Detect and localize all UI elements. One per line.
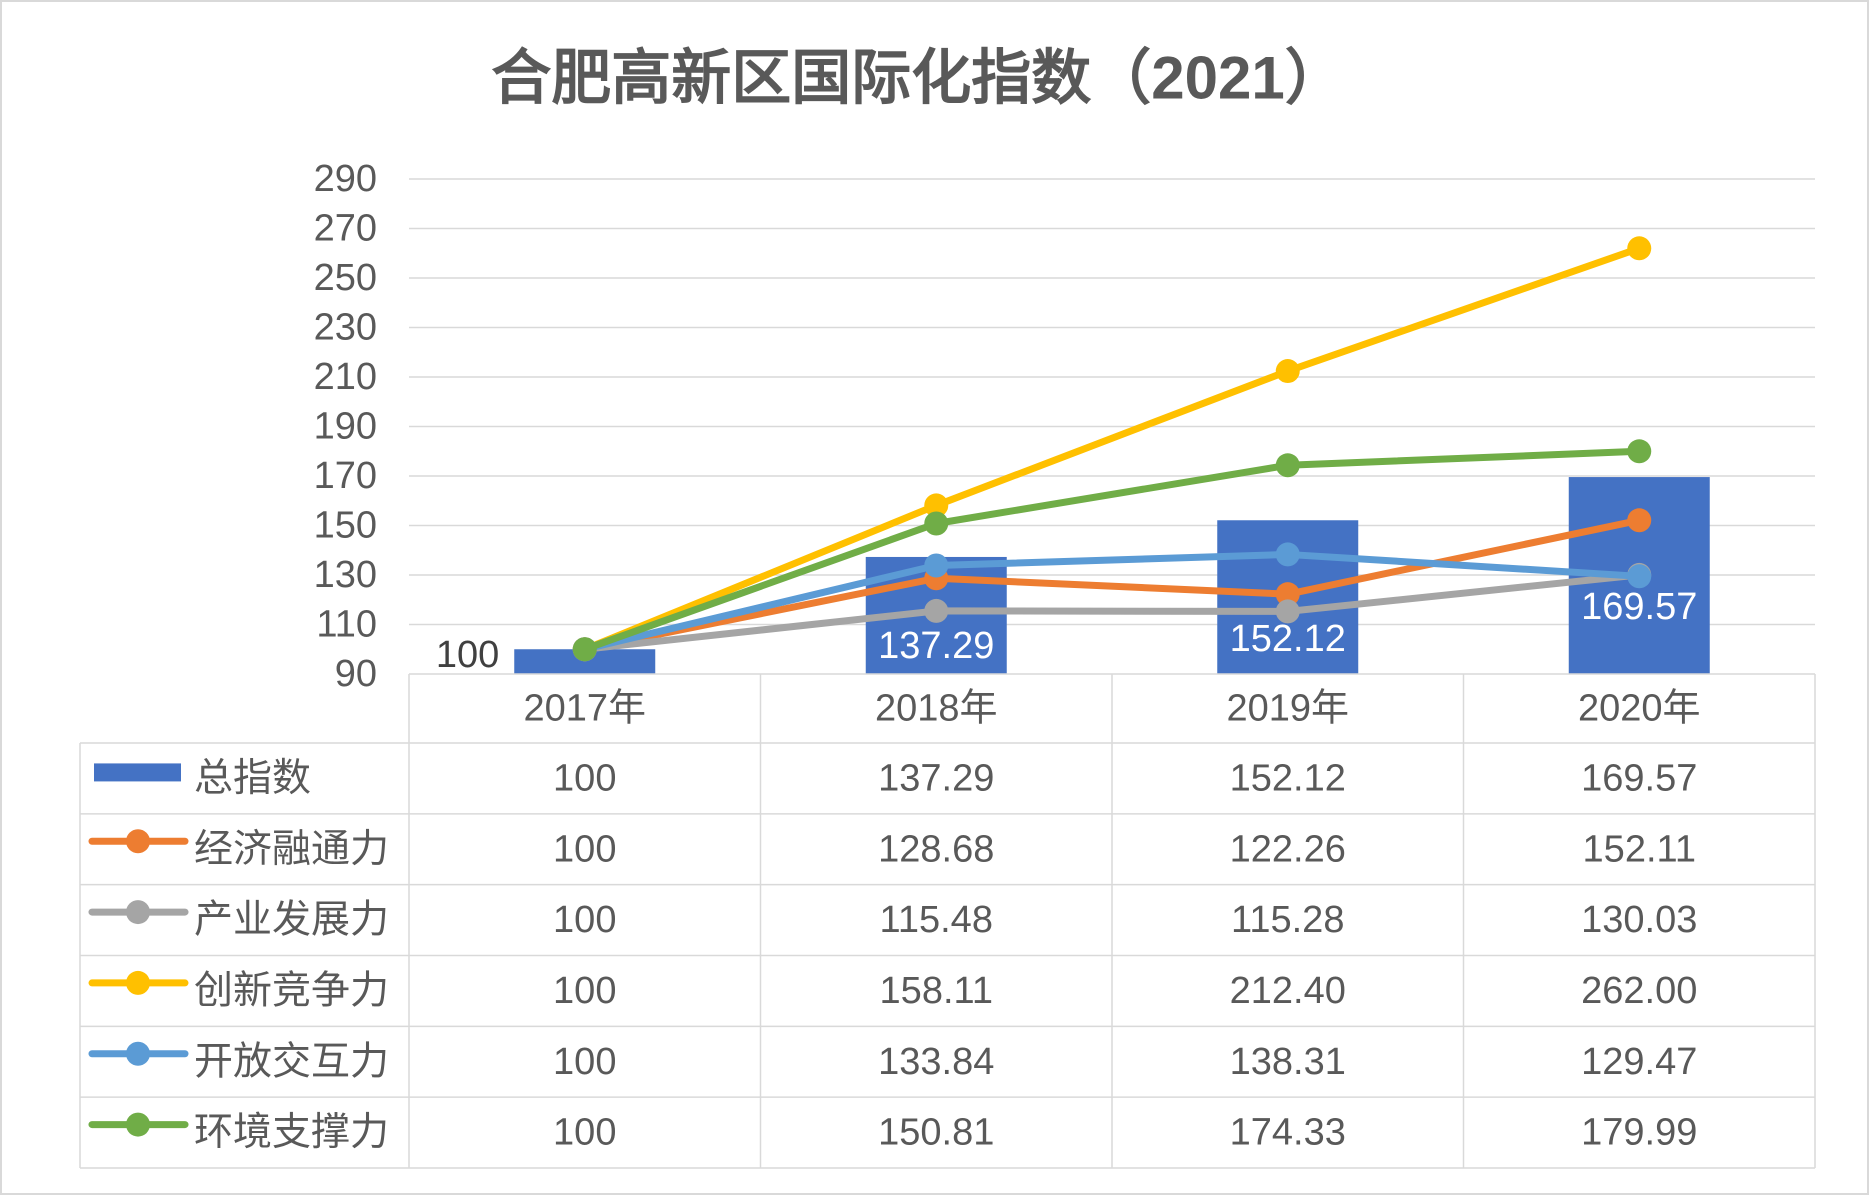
table-row-label: 创新竞争力: [194, 969, 389, 1012]
table-row-label: 经济融通力: [194, 828, 389, 871]
series-line: [581, 550, 1643, 653]
line-series: [572, 236, 1652, 662]
table-cell: 128.68: [878, 828, 994, 870]
y-axis-tick-labels: 290 270 250 230 210 190 170 150 130 110 90: [314, 158, 377, 695]
bar-value-labels: 100 137.29 152.12 169.57: [436, 586, 1698, 676]
table-header-cell: 2017年: [523, 688, 646, 730]
line-marker: [1627, 564, 1652, 589]
table-cell: 174.33: [1230, 1112, 1346, 1154]
line-marker: [1275, 599, 1300, 624]
line-marker: [924, 598, 949, 623]
legend-key-marker: [126, 900, 150, 925]
series-line: [581, 516, 1643, 653]
table-row-label: 环境支撑力: [194, 1111, 389, 1154]
table-cell: 130.03: [1581, 899, 1697, 941]
bar-value-label: 100: [436, 634, 499, 676]
y-tick-label: 230: [314, 307, 377, 349]
table-header-cell: 2018年: [875, 688, 998, 730]
series-line: [581, 447, 1643, 653]
line-marker: [1627, 236, 1652, 261]
y-tick-label: 290: [314, 158, 377, 200]
table-row: 环境支撑力 100 150.81 174.33 179.99: [88, 1111, 1697, 1154]
y-tick-label: 170: [314, 455, 377, 497]
bar-value-label: 137.29: [878, 625, 994, 667]
table-cell: 152.11: [1583, 828, 1696, 870]
line-marker: [924, 493, 949, 518]
line-marker: [1275, 542, 1300, 567]
table-header-cell: 2019年: [1226, 688, 1349, 730]
legend-key-marker: [126, 1112, 150, 1137]
line-series: [572, 439, 1652, 662]
table-row: 创新竞争力 100 158.11 212.40 262.00: [88, 969, 1697, 1012]
y-tick-label: 90: [335, 653, 377, 695]
table-cell: 100: [553, 757, 616, 799]
y-tick-label: 190: [314, 406, 377, 448]
legend-key-marker: [126, 970, 150, 995]
y-tick-label: 110: [316, 604, 377, 646]
bar-value-label: 169.57: [1581, 586, 1697, 628]
table-cell: 100: [553, 1112, 616, 1154]
line-marker: [924, 553, 949, 578]
table-cell: 262.00: [1581, 970, 1697, 1012]
table-cell: 158.11: [880, 970, 993, 1012]
table-cell: 138.31: [1230, 1041, 1346, 1083]
line-marker: [924, 511, 949, 536]
table-cell: 152.12: [1230, 757, 1346, 799]
chart-title: 合肥高新区国际化指数（2021）: [491, 45, 1344, 112]
table-row-label: 总指数: [194, 757, 311, 800]
bar-value-label: 152.12: [1230, 618, 1346, 660]
table-cell: 100: [553, 899, 616, 941]
y-tick-label: 210: [314, 356, 377, 398]
table-cell: 179.99: [1581, 1112, 1697, 1154]
series-line: [581, 571, 1643, 653]
table-cell: 150.81: [878, 1112, 994, 1154]
table-cell: 100: [553, 828, 616, 870]
series-line: [581, 244, 1643, 653]
table-cell: 115.48: [880, 899, 993, 941]
line-marker: [1275, 359, 1300, 384]
table-cell: 100: [553, 970, 616, 1012]
table-cell: 100: [553, 1041, 616, 1083]
y-tick-label: 130: [314, 554, 377, 596]
legend-key-marker: [126, 1041, 150, 1066]
table-row-label: 开放交互力: [194, 1040, 389, 1083]
table-row-label: 产业发展力: [194, 899, 389, 942]
table-row: 开放交互力 100 133.84 138.31 129.47: [88, 1040, 1697, 1083]
line-marker: [1275, 582, 1300, 607]
table-cell: 122.26: [1230, 828, 1346, 870]
table-cell: 137.29: [878, 757, 994, 799]
line-series-group: [572, 236, 1652, 662]
legend-key-bar: [94, 763, 181, 782]
line-marker: [1627, 508, 1652, 533]
line-marker: [1275, 453, 1300, 478]
y-tick-label: 150: [314, 505, 377, 547]
legend-key-marker: [126, 829, 150, 854]
table-cell: 212.40: [1230, 970, 1346, 1012]
table-row: 产业发展力 100 115.48 115.28 130.03: [88, 899, 1697, 942]
table-header-cell: 2020年: [1578, 688, 1701, 730]
table-cell: 169.57: [1581, 757, 1697, 799]
table-row: 总指数 100 137.29 152.12 169.57: [94, 757, 1697, 800]
line-marker: [572, 637, 597, 662]
line-marker: [1627, 439, 1652, 464]
y-tick-label: 250: [314, 257, 377, 299]
table-cell: 129.47: [1581, 1041, 1697, 1083]
y-tick-label: 270: [314, 208, 377, 250]
table-row: 经济融通力 100 128.68 122.26 152.11: [88, 828, 1696, 871]
table-cell: 133.84: [878, 1041, 994, 1083]
table-cell: 115.28: [1231, 899, 1344, 941]
